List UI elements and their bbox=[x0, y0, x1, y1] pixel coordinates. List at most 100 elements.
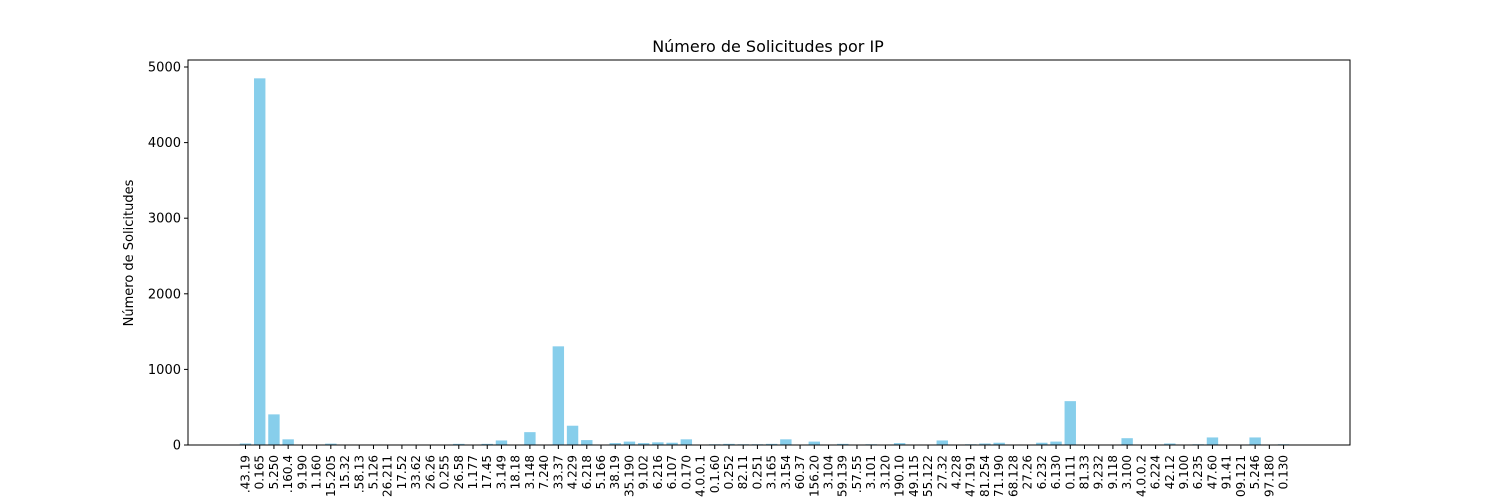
x-tick-label: 09.121 bbox=[1234, 455, 1248, 497]
bar bbox=[1065, 401, 1076, 445]
x-tick-label: .43.19 bbox=[239, 455, 253, 493]
x-tick-label: 7.240 bbox=[537, 455, 551, 489]
x-tick-label: 5.246 bbox=[1248, 455, 1262, 489]
x-tick-label: 0.130 bbox=[1277, 455, 1291, 489]
x-tick-label: 9.190 bbox=[295, 455, 309, 489]
x-tick-label: 3.104 bbox=[822, 455, 836, 489]
x-tick-label: 49.115 bbox=[907, 455, 921, 497]
y-tick-label: 4000 bbox=[148, 136, 181, 151]
x-tick-label: 156.20 bbox=[807, 455, 821, 497]
bar bbox=[524, 432, 535, 445]
x-tick-label: 0.252 bbox=[722, 455, 736, 489]
x-tick-label: 0.255 bbox=[438, 455, 452, 489]
x-tick-label: 68.128 bbox=[1006, 455, 1020, 497]
bar bbox=[254, 78, 265, 445]
x-tick-label: 0.165 bbox=[253, 455, 267, 489]
x-tick-label: 97.180 bbox=[1262, 455, 1276, 497]
bar bbox=[1207, 437, 1218, 445]
bar bbox=[780, 439, 791, 445]
x-tick-label: 0.170 bbox=[679, 455, 693, 489]
bars-layer bbox=[240, 78, 1289, 445]
x-tick-label: 4.0.0.1 bbox=[694, 455, 708, 497]
y-tick-label: 0 bbox=[173, 439, 181, 454]
x-tick-label: 3.154 bbox=[779, 455, 793, 489]
bar bbox=[496, 440, 507, 445]
x-tick-label: 3.149 bbox=[494, 455, 508, 489]
bar bbox=[937, 440, 948, 445]
x-tick-label: 1.160 bbox=[310, 455, 324, 489]
x-tick-label: 6.232 bbox=[1035, 455, 1049, 489]
x-tick-label: 26.26 bbox=[423, 455, 437, 489]
x-tick-label: 4.229 bbox=[566, 455, 580, 489]
x-tick-label: 5.250 bbox=[267, 455, 281, 489]
y-axis-label: Número de Solicitudes bbox=[122, 179, 137, 326]
x-tick-label: 27.32 bbox=[935, 455, 949, 489]
chart-title: Número de Solicitudes por IP bbox=[652, 37, 884, 56]
x-tick-label: 55.122 bbox=[921, 455, 935, 497]
x-tick-label: 4.228 bbox=[950, 455, 964, 489]
x-tick-label: 9.118 bbox=[1106, 455, 1120, 489]
x-tick-label: 17.52 bbox=[395, 455, 409, 489]
bar bbox=[1050, 442, 1061, 445]
x-tick-label: 42.12 bbox=[1163, 455, 1177, 489]
x-tick-label: 3.101 bbox=[864, 455, 878, 489]
x-tick-label: .160.4 bbox=[281, 455, 295, 493]
x-tick-label: 33.37 bbox=[551, 455, 565, 489]
x-tick-label: 82.11 bbox=[736, 455, 750, 489]
x-tick-label: 6.224 bbox=[1149, 455, 1163, 489]
x-tick-label: 9.102 bbox=[637, 455, 651, 489]
x-tick-label: 5.166 bbox=[594, 455, 608, 489]
bar bbox=[681, 439, 692, 445]
x-tick-label: 26.211 bbox=[381, 455, 395, 497]
x-tick-label: 4.0.0.2 bbox=[1134, 455, 1148, 497]
x-tick-label: 81.33 bbox=[1077, 455, 1091, 489]
x-tick-label: 15.205 bbox=[324, 455, 338, 497]
x-tick-label: 1.177 bbox=[466, 455, 480, 489]
x-tick-label: 6.218 bbox=[580, 455, 594, 489]
x-tick-label: 18.18 bbox=[509, 455, 523, 489]
x-tick-label: 81.254 bbox=[978, 455, 992, 497]
x-tick-label: 17.45 bbox=[480, 455, 494, 489]
x-tick-label: 0.1.60 bbox=[708, 455, 722, 493]
x-tick-label: 6.130 bbox=[1049, 455, 1063, 489]
x-tick-label: 3.120 bbox=[878, 455, 892, 489]
x-tick-label: 71.190 bbox=[992, 455, 1006, 497]
bar bbox=[624, 442, 635, 445]
x-tick-label: 0.251 bbox=[750, 455, 764, 489]
bar bbox=[553, 346, 564, 445]
x-tick-label: 91.41 bbox=[1220, 455, 1234, 489]
x-tick-label: 27.26 bbox=[1021, 455, 1035, 489]
bar bbox=[282, 439, 293, 445]
bar bbox=[1249, 437, 1260, 445]
y-tick-label: 2000 bbox=[148, 287, 181, 302]
bar bbox=[567, 426, 578, 445]
bar bbox=[268, 414, 279, 445]
x-tick-label: 3.165 bbox=[765, 455, 779, 489]
bar bbox=[809, 442, 820, 445]
x-tick-label: 5.126 bbox=[366, 455, 380, 489]
x-tick-label: 47.60 bbox=[1205, 455, 1219, 489]
bar bbox=[1121, 438, 1132, 445]
x-tick-label: 9.232 bbox=[1092, 455, 1106, 489]
x-tick-label: 6.235 bbox=[1191, 455, 1205, 489]
x-tick-label: .57.55 bbox=[850, 455, 864, 493]
x-tick-label: .58.13 bbox=[352, 455, 366, 493]
x-tick-label: 15.32 bbox=[338, 455, 352, 489]
y-tick-label: 1000 bbox=[148, 363, 181, 378]
y-axis: 0 1000 2000 3000 4000 5000 bbox=[148, 61, 188, 454]
x-tick-label: 6.107 bbox=[665, 455, 679, 489]
x-tick-label: 60.37 bbox=[793, 455, 807, 489]
x-tick-label: 59.139 bbox=[836, 455, 850, 497]
x-tick-label: 38.19 bbox=[608, 455, 622, 489]
x-tick-label: 26.58 bbox=[452, 455, 466, 489]
x-tick-label: 190.10 bbox=[893, 455, 907, 497]
x-tick-label: 6.216 bbox=[651, 455, 665, 489]
x-tick-label: 9.100 bbox=[1177, 455, 1191, 489]
x-tick-label: 3.148 bbox=[523, 455, 537, 489]
x-tick-label: 0.111 bbox=[1063, 455, 1077, 489]
y-tick-label: 5000 bbox=[148, 61, 181, 76]
y-tick-label: 3000 bbox=[148, 212, 181, 227]
